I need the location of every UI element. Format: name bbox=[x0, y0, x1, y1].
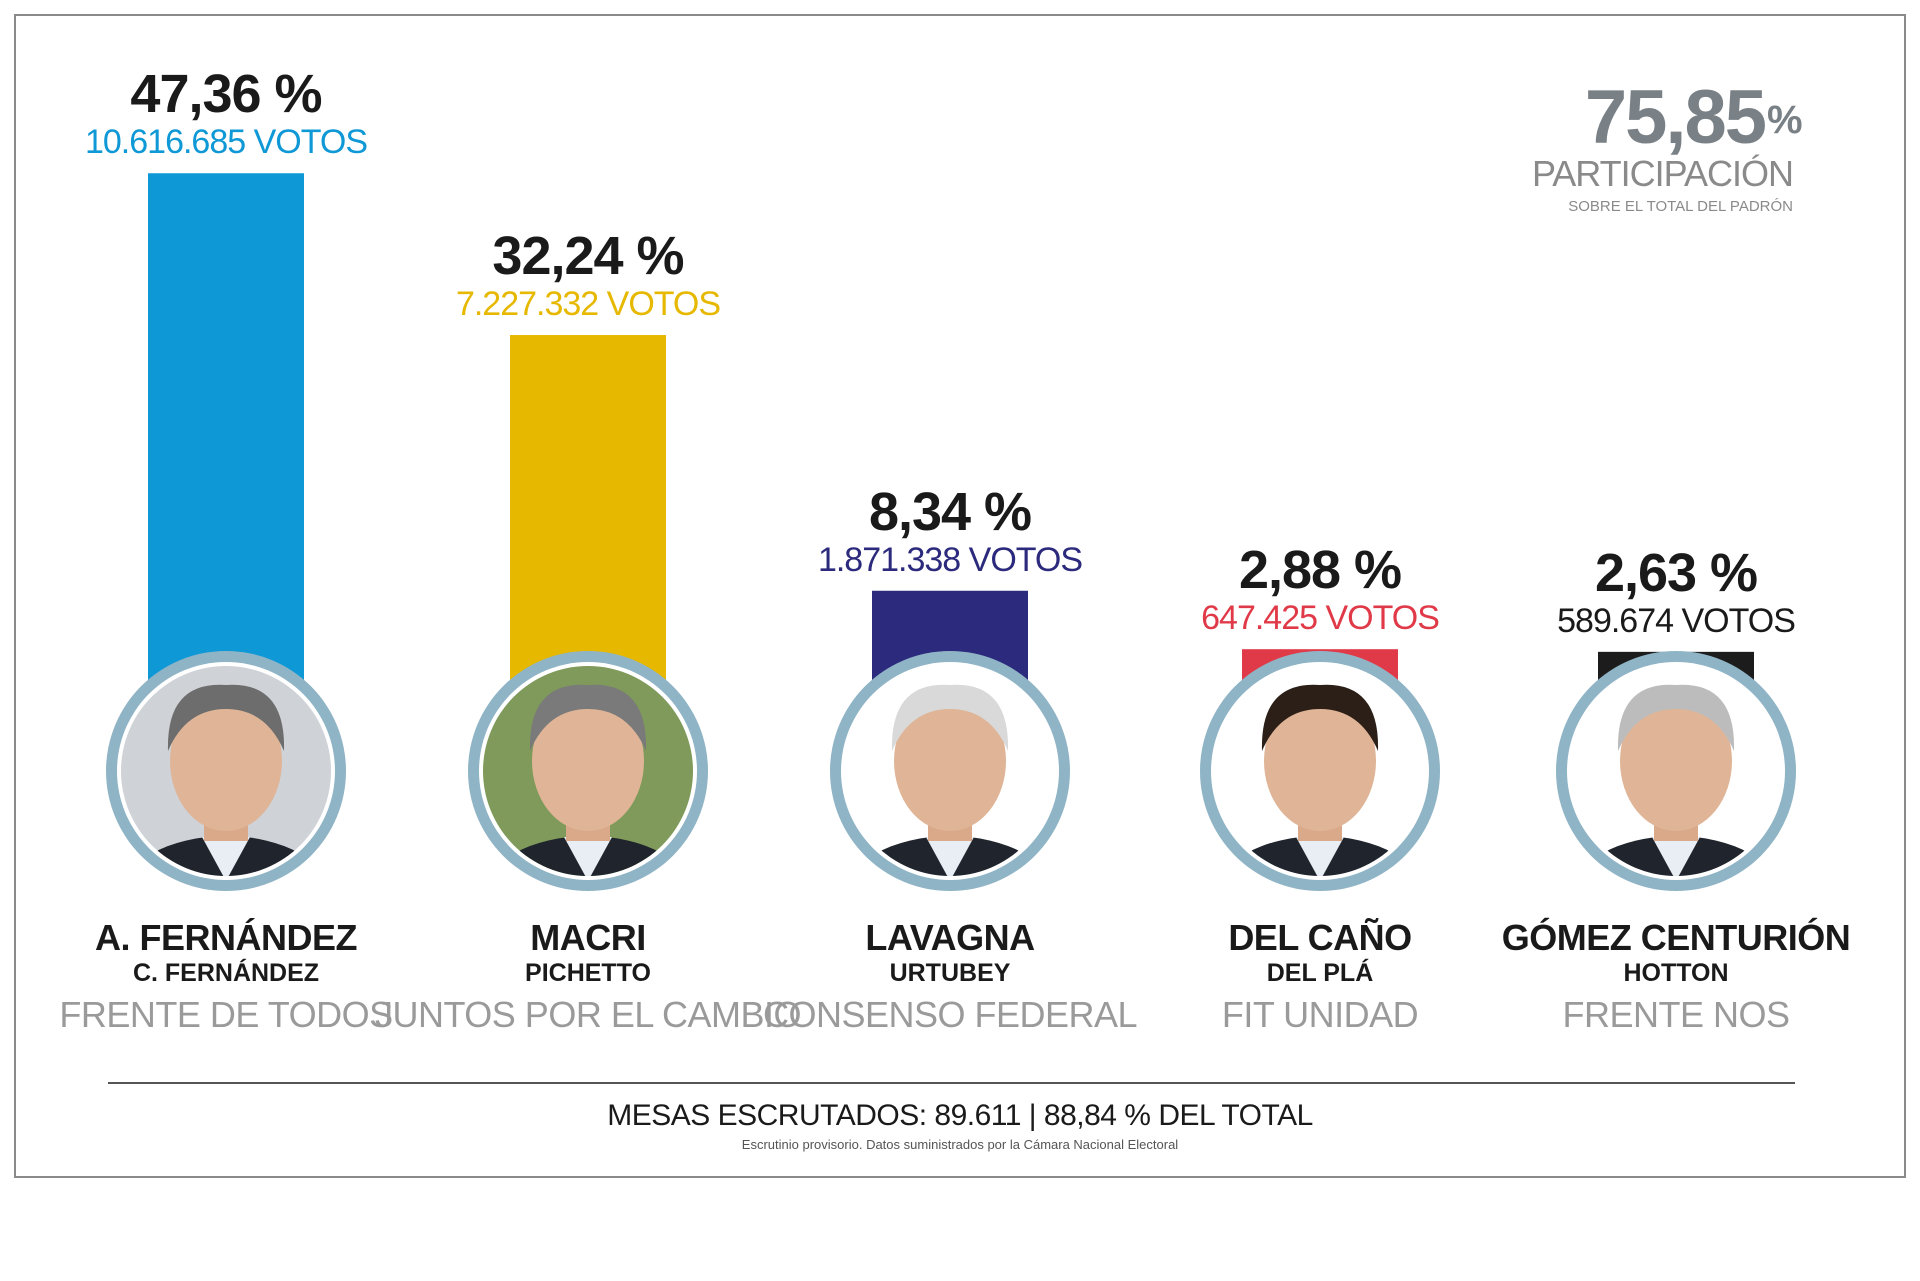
candidate-name: A. FERNÁNDEZ bbox=[95, 917, 357, 958]
party-name: FRENTE DE TODOS bbox=[59, 994, 392, 1035]
bar-value-label: 32,24 % bbox=[492, 226, 683, 286]
candidate-photo bbox=[845, 666, 1055, 876]
candidate-photo bbox=[483, 666, 693, 876]
party-name: CONSENSO FEDERAL bbox=[763, 994, 1137, 1035]
bar-2 bbox=[510, 335, 666, 680]
participation-unit: % bbox=[1767, 98, 1803, 142]
party-name: FRENTE NOS bbox=[1562, 994, 1789, 1035]
candidate-photo bbox=[1571, 666, 1781, 876]
participation-value: 75,85 bbox=[1585, 75, 1766, 160]
bar-value-label: 8,34 % bbox=[869, 482, 1031, 542]
bar-1 bbox=[148, 173, 304, 681]
candidate-name: DEL CAÑO bbox=[1228, 916, 1411, 958]
candidate-photo bbox=[121, 666, 331, 876]
candidate-name: MACRI bbox=[530, 917, 645, 958]
bar-votes-label: 7.227.332 VOTOS bbox=[456, 285, 720, 323]
running-mate: DEL PLÁ bbox=[1267, 958, 1374, 987]
bar-value-label: 47,36 % bbox=[130, 64, 321, 124]
footer-summary: MESAS ESCRUTADOS: 89.611 | 88,84 % DEL T… bbox=[607, 1099, 1313, 1132]
bar-value-label: 2,88 % bbox=[1239, 540, 1401, 600]
running-mate: HOTTON bbox=[1623, 959, 1728, 987]
bar-value-label: 2,63 % bbox=[1595, 543, 1757, 603]
bar-votes-label: 10.616.685 VOTOS bbox=[85, 123, 367, 161]
party-name: JUNTOS POR EL CAMBIO bbox=[375, 994, 801, 1035]
running-mate: URTUBEY bbox=[890, 959, 1011, 987]
footer-note: Escrutinio provisorio. Datos suministrad… bbox=[742, 1137, 1179, 1152]
candidate-name: LAVAGNA bbox=[865, 917, 1035, 958]
candidate-photo bbox=[1215, 666, 1425, 876]
running-mate: C. FERNÁNDEZ bbox=[133, 958, 319, 987]
participation-label: PARTICIPACIÓN bbox=[1532, 153, 1793, 194]
participation-block: 75,85 % PARTICIPACIÓN SOBRE EL TOTAL DEL… bbox=[1532, 75, 1803, 215]
bar-votes-label: 647.425 VOTOS bbox=[1201, 599, 1439, 637]
participation-sublabel: SOBRE EL TOTAL DEL PADRÓN bbox=[1568, 198, 1793, 215]
bar-votes-label: 589.674 VOTOS bbox=[1557, 602, 1795, 640]
running-mate: PICHETTO bbox=[525, 959, 651, 987]
candidate-name: GÓMEZ CENTURIÓN bbox=[1502, 916, 1851, 958]
bar-votes-label: 1.871.338 VOTOS bbox=[818, 541, 1082, 579]
party-name: FIT UNIDAD bbox=[1222, 994, 1418, 1035]
